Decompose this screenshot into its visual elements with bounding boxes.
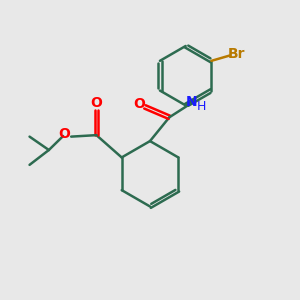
Text: O: O — [59, 127, 70, 141]
Text: N: N — [185, 95, 197, 110]
Text: O: O — [91, 96, 102, 110]
Text: O: O — [133, 97, 145, 111]
Text: Br: Br — [228, 47, 245, 61]
Text: H: H — [197, 100, 206, 113]
